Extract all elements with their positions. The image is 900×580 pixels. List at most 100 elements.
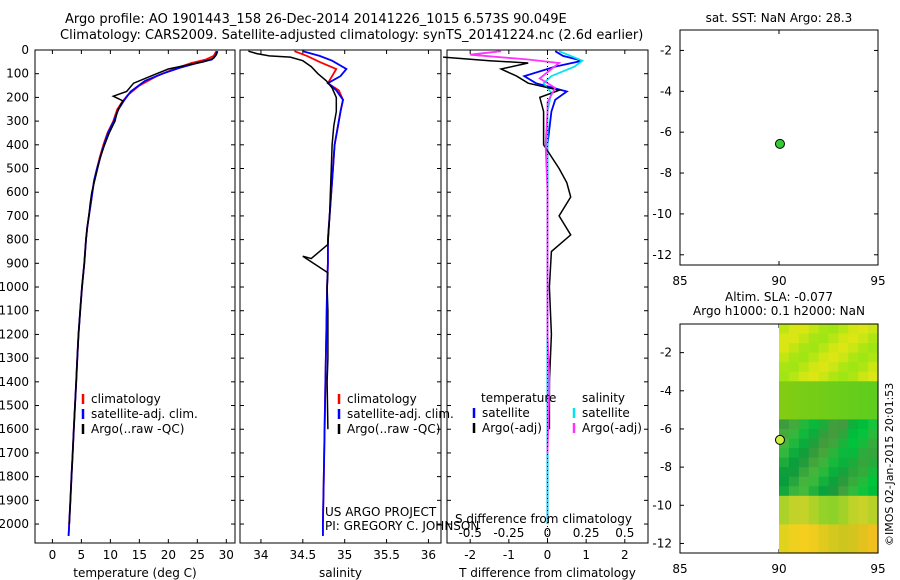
temp-ytick-label: 1100 [0,304,29,318]
alt-heat-cell [858,362,869,373]
diff-series-0 [522,50,583,524]
alt-heat-cell [858,333,869,344]
alt-heat-cell [848,505,859,516]
alt-heat-cell [779,467,790,478]
alt-heat-cell [868,514,879,525]
alt-heat-cell [848,419,859,430]
alt-heat-cell [848,390,859,401]
alt-heat-cell [848,409,859,420]
alt-heat-cell [858,400,869,411]
alt-heat-cell [808,362,820,373]
sst-ytick-label: -6 [660,125,672,139]
alt-heat-cell [818,514,830,525]
alt-heat-cell [779,476,790,487]
diff-xlabel: T difference from climatology [458,566,636,580]
alt-heat-cell [818,381,830,392]
alt-heat-cell [868,409,879,420]
alt-frame [679,323,879,554]
alt-heat-cell [808,400,820,411]
alt-heat-cell [818,333,830,344]
alt-heat-cell [818,486,830,497]
alt-heat-cell [788,533,800,544]
alt-heat-cell [808,333,820,344]
sal-xtick-label: 34 [253,548,268,562]
sst-ytick-label: -4 [660,84,672,98]
temp-legend-label: satellite-adj. clim. [91,407,198,421]
sal-xtick-label: 34.5 [289,548,316,562]
alt-heat-cell [779,524,790,535]
diff-xtick-label: 2 [621,548,629,562]
alt-heat-cell [808,429,820,440]
alt-heat-cell [868,524,879,535]
alt-heat-cell [838,543,849,554]
alt-heat-cell [868,324,879,335]
alt-heat-cell [838,429,849,440]
alt-heat-cell [868,476,879,487]
alt-heat-cell [798,476,810,487]
alt-heat-cell [848,333,859,344]
alt-heat-cell [868,457,879,468]
sal-xtick-label: 35 [337,548,352,562]
alt-heat-cell [808,457,820,468]
alt-heat-cell [779,381,790,392]
temp-ytick-label: 400 [6,138,29,152]
alt-heat-cell [788,352,800,363]
alt-heat-cell [808,495,820,506]
alt-heat-cell [798,524,810,535]
temp-ytick-label: 1800 [0,470,29,484]
alt-heat-cell [808,324,820,335]
alt-heat-cell [848,524,859,535]
alt-heat-cell [788,381,800,392]
alt-heat-cell [779,371,790,382]
alt-heat-cell [798,419,810,430]
alt-heat-cell [818,457,830,468]
alt-heat-cell [788,543,800,554]
alt-heat-cell [808,467,820,478]
alt-heat-cell [868,352,879,363]
alt-heat-cell [858,457,869,468]
alt-heat-cell [838,409,849,420]
alt-heat-cell [838,333,849,344]
alt-heat-cell [858,438,869,449]
alt-heat-cell [788,419,800,430]
alt-heat-cell [779,495,790,506]
alt-heat-cell [838,533,849,544]
sal-series-0 [294,50,344,536]
temp-series-0 [67,50,218,536]
alt-heat-cell [858,533,869,544]
alt-heat-cell [858,524,869,535]
alt-heat-cell [858,352,869,363]
temp-series-1 [67,50,218,536]
temp-ytick-label: 100 [6,67,29,81]
alt-heat-cell [858,429,869,440]
alt-title: Altim. SLA: -0.077 [725,290,833,304]
alt-heat-cell [798,543,810,554]
alt-heat-cell [838,390,849,401]
alt-heat-cell [858,505,869,516]
alt-heat-cell [798,409,810,420]
alt-heat-cell [848,486,859,497]
sst-ytick-label: -10 [652,207,672,221]
alt-heat-cell [818,324,830,335]
alt-heat-cell [779,324,790,335]
alt-heat-cell [808,371,820,382]
alt-ytick-label: -10 [652,498,672,512]
alt-heat-cell [779,400,790,411]
alt-heat-cell [838,438,849,449]
diff-sal-legend-label: satellite [582,406,630,420]
alt-heat-cell [788,505,800,516]
alt-heat-cell [828,514,839,525]
temp-ytick-label: 0 [21,43,29,57]
temp-legend-label: climatology [91,392,161,406]
temp-ytick-label: 300 [6,114,29,128]
temp-ytick-label: 700 [6,209,29,223]
alt-heat-cell [798,514,810,525]
alt-ytick-label: -12 [652,536,672,550]
alt-ytick-label: -2 [660,346,672,360]
alt-heat-cell [838,419,849,430]
sal-series-2 [248,50,338,430]
alt-heat-cell [779,419,790,430]
temp-ytick-label: 1900 [0,493,29,507]
temp-ytick-label: 1300 [0,351,29,365]
